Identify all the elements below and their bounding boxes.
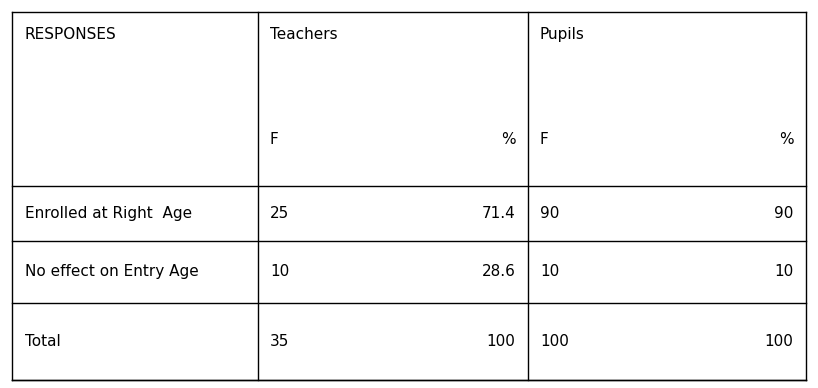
Text: 10: 10 <box>270 264 290 279</box>
Text: F: F <box>270 132 279 147</box>
Text: %: % <box>501 132 515 147</box>
Text: 100: 100 <box>487 334 515 349</box>
Text: RESPONSES: RESPONSES <box>25 27 116 42</box>
Text: 25: 25 <box>270 206 290 221</box>
Text: 100: 100 <box>540 334 569 349</box>
Text: 10: 10 <box>540 264 560 279</box>
Text: 90: 90 <box>774 206 793 221</box>
Text: 90: 90 <box>540 206 560 221</box>
Text: Enrolled at Right  Age: Enrolled at Right Age <box>25 206 191 221</box>
Text: 71.4: 71.4 <box>482 206 515 221</box>
Text: %: % <box>779 132 793 147</box>
Text: Total: Total <box>25 334 61 349</box>
Text: No effect on Entry Age: No effect on Entry Age <box>25 264 198 279</box>
Text: 28.6: 28.6 <box>482 264 515 279</box>
Text: 10: 10 <box>774 264 793 279</box>
Text: 100: 100 <box>765 334 793 349</box>
Text: F: F <box>540 132 549 147</box>
Text: Pupils: Pupils <box>540 27 585 42</box>
Text: 35: 35 <box>270 334 290 349</box>
Text: Teachers: Teachers <box>270 27 338 42</box>
